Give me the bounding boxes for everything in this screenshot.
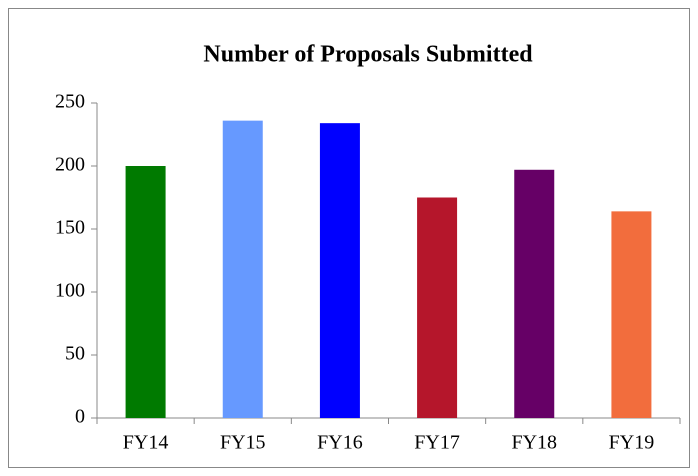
x-tick-label: FY14	[123, 432, 169, 454]
bar	[611, 211, 652, 418]
x-tick-label: FY15	[220, 432, 266, 454]
bar	[222, 120, 263, 418]
bar	[514, 169, 555, 418]
x-tick-label: FY17	[414, 432, 460, 454]
x-tick-label: FY19	[609, 432, 655, 454]
y-tick-label: 150	[55, 217, 85, 239]
y-tick-label: 100	[55, 280, 85, 302]
y-tick-label: 0	[75, 406, 85, 428]
chart-title: Number of Proposals Submitted	[203, 42, 533, 68]
bar	[319, 123, 360, 418]
y-tick-label: 200	[55, 154, 85, 176]
bar	[417, 197, 458, 418]
y-tick-label: 250	[55, 91, 85, 113]
x-tick-label: FY16	[317, 432, 363, 454]
bar	[125, 166, 166, 418]
x-tick-label: FY18	[511, 432, 557, 454]
y-tick-label: 50	[65, 343, 85, 365]
